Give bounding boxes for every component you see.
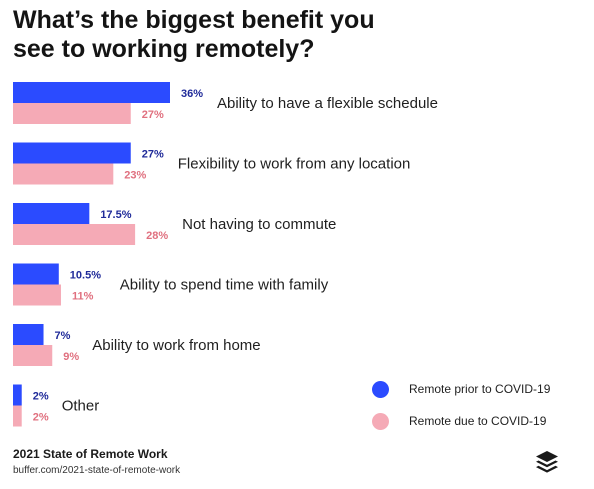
bar-prior-0 [13, 82, 170, 103]
category-label-1: Flexibility to work from any location [178, 156, 411, 173]
bar-due-0 [13, 103, 131, 124]
legend-swatch-prior [372, 380, 389, 398]
data-label-due-2: 28% [146, 230, 168, 242]
data-label-prior-5: 2% [33, 391, 49, 403]
bar-prior-1 [13, 142, 131, 164]
chart-title: What’s the biggest benefit you see to wo… [13, 6, 573, 64]
data-label-prior-1: 27% [142, 149, 164, 161]
data-label-due-4: 9% [63, 351, 79, 363]
chart-title-line-1: What’s the biggest benefit you [13, 6, 375, 34]
data-label-prior-3: 10.5% [70, 270, 101, 282]
data-label-due-5: 2% [33, 412, 49, 424]
chart-title-line-2: see to working remotely? [13, 35, 315, 63]
source-title: 2021 State of Remote Work [13, 447, 168, 461]
bar-due-5 [13, 405, 22, 427]
legend-item-due: Remote due to COVID-19 [372, 405, 550, 437]
category-label-5: Other [62, 398, 100, 415]
bar-due-3 [13, 284, 61, 306]
chart-legend: Remote prior to COVID-19 Remote due to C… [372, 373, 550, 437]
data-label-due-0: 27% [142, 109, 164, 121]
bar-prior-5 [13, 384, 22, 406]
bar-due-4 [13, 345, 53, 366]
data-label-prior-2: 17.5% [100, 209, 131, 221]
bar-due-2 [13, 224, 136, 245]
bar-due-1 [13, 163, 114, 185]
data-label-prior-0: 36% [181, 88, 203, 100]
category-label-4: Ability to work from home [92, 337, 260, 354]
data-label-due-3: 11% [72, 291, 94, 303]
bar-chart: 36% 27% Ability to have a flexible schedul… [13, 82, 438, 427]
buffer-stack-icon [536, 451, 558, 473]
category-label-0: Ability to have a flexible schedule [217, 95, 438, 112]
data-label-due-1: 23% [124, 170, 146, 182]
category-label-3: Ability to spend time with family [120, 277, 329, 294]
legend-swatch-due [372, 412, 389, 430]
legend-item-prior: Remote prior to COVID-19 [372, 373, 550, 405]
legend-label-prior: Remote prior to COVID-19 [409, 382, 551, 396]
bar-prior-3 [13, 263, 59, 285]
bar-prior-2 [13, 203, 90, 224]
legend-label-due: Remote due to COVID-19 [409, 414, 547, 428]
bar-prior-4 [13, 324, 44, 345]
category-label-2: Not having to commute [182, 216, 336, 233]
data-label-prior-4: 7% [55, 330, 71, 342]
source-url: buffer.com/2021-state-of-remote-work [13, 465, 181, 476]
